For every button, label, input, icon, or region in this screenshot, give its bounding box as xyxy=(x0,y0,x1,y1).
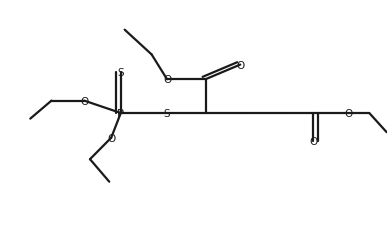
Text: O: O xyxy=(344,109,352,118)
Text: O: O xyxy=(80,96,88,106)
Text: P: P xyxy=(117,107,124,120)
Text: O: O xyxy=(107,133,115,143)
Text: O: O xyxy=(163,75,171,85)
Text: S: S xyxy=(118,68,124,78)
Text: S: S xyxy=(164,109,170,118)
Text: O: O xyxy=(236,60,244,70)
Text: O: O xyxy=(309,137,317,146)
